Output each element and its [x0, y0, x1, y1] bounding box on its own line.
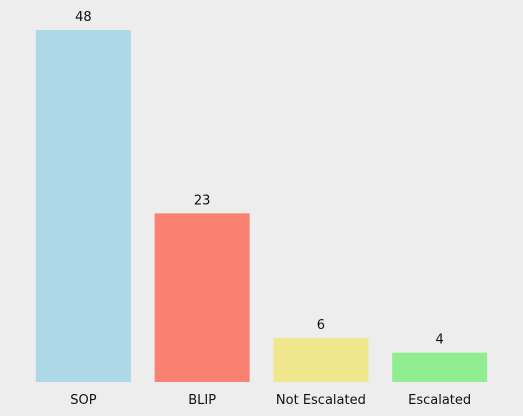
- value-label: 23: [194, 193, 211, 208]
- value-label: 4: [435, 333, 443, 348]
- bar-not-escalated: [273, 338, 369, 382]
- x-tick-labels-group: SOP BLIP Not Escalated Escalated: [70, 393, 471, 408]
- x-tick-label: BLIP: [188, 393, 216, 408]
- bar-escalated: [392, 352, 488, 382]
- value-label: 48: [75, 10, 92, 25]
- value-labels-group: 48 23 6 4: [75, 10, 444, 348]
- bar-sop: [35, 30, 131, 382]
- x-tick-label: Escalated: [408, 393, 471, 408]
- bars-group: [35, 30, 488, 382]
- bar-blip: [154, 213, 250, 382]
- value-label: 6: [317, 318, 325, 333]
- x-tick-label: SOP: [70, 393, 96, 408]
- x-tick-label: Not Escalated: [276, 393, 366, 408]
